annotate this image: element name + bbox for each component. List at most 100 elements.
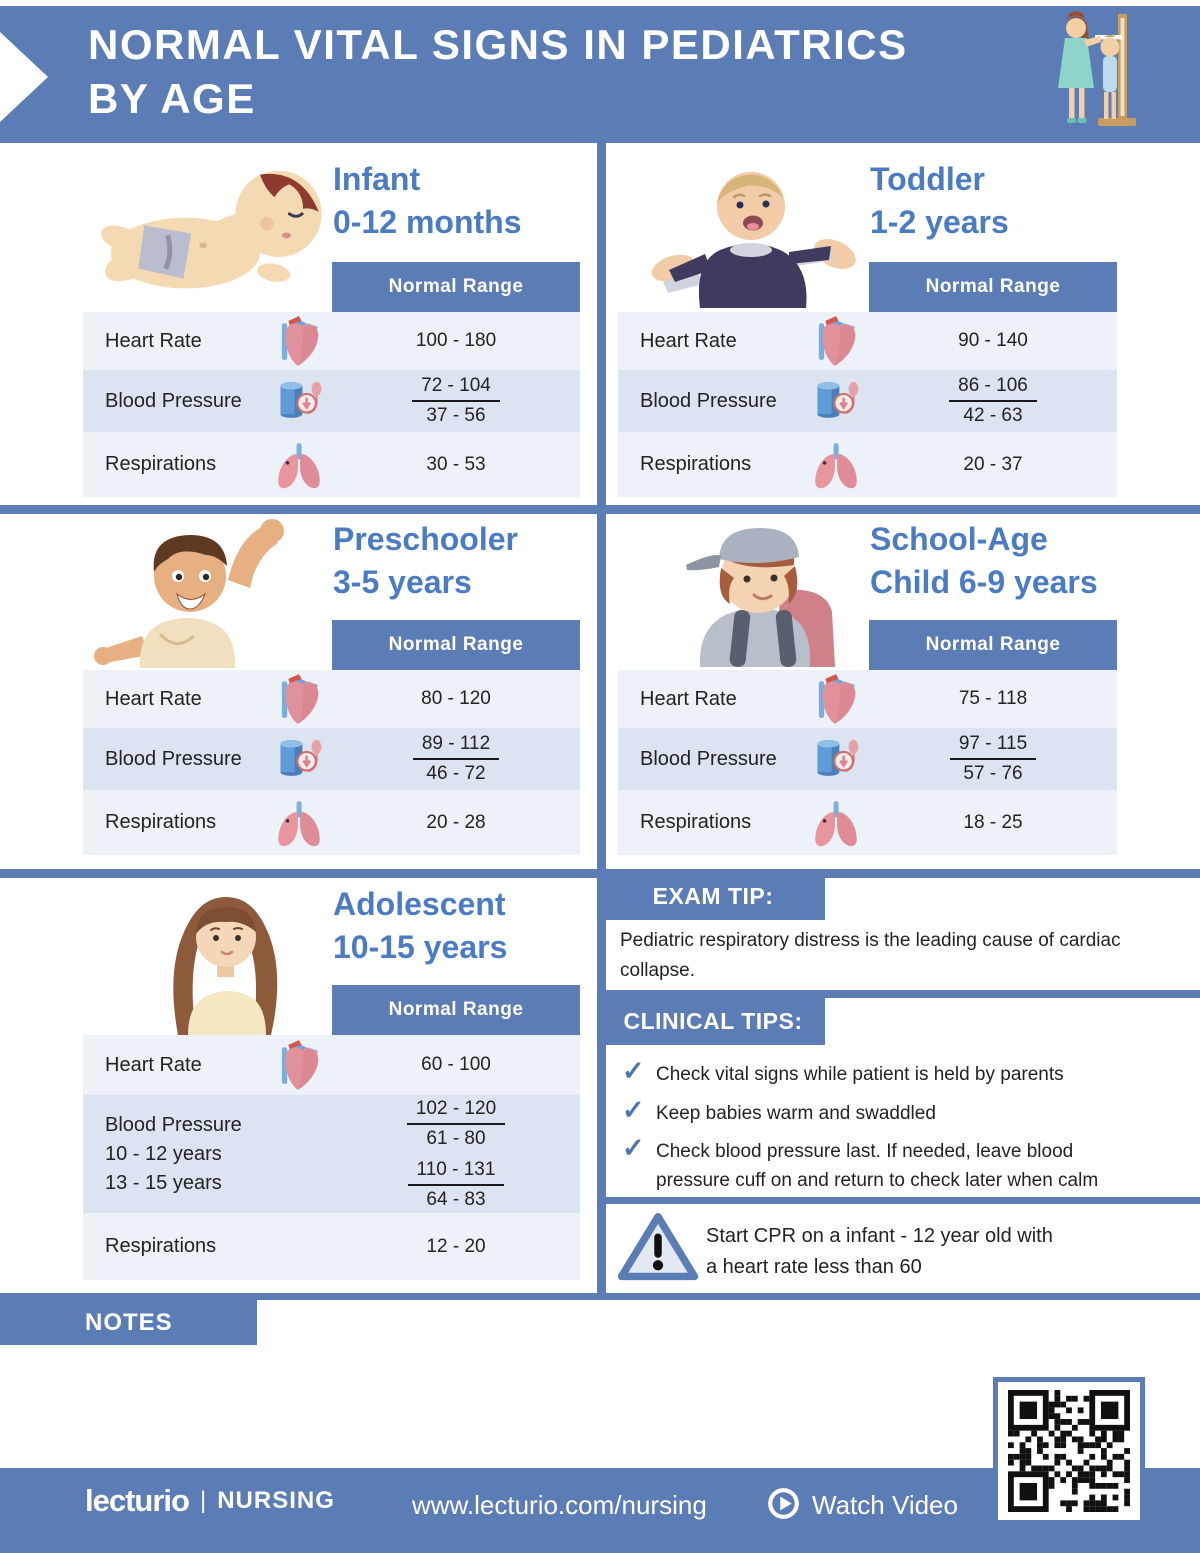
header-chevron-icon — [0, 32, 48, 122]
qr-code[interactable] — [993, 1377, 1145, 1525]
clinical-tip-item: Check blood pressure last. If needed, le… — [622, 1137, 1108, 1195]
lungs-icon — [266, 439, 332, 491]
tips-separator-2 — [600, 1197, 1200, 1204]
heart-rate-row: Heart Rate 60 - 100 — [83, 1035, 580, 1095]
blood-pressure-row: Blood Pressure 72 - 104 37 - 56 — [83, 370, 580, 432]
adolescent-vitals-table: Heart Rate 60 - 100 Blood Pressure 10 - … — [83, 1035, 580, 1280]
heart-icon — [803, 673, 869, 725]
blood-pressure-icon — [266, 375, 332, 427]
check-icon — [622, 1134, 645, 1163]
blood-pressure-label: Blood Pressure — [640, 389, 777, 412]
respirations-row: Respirations 12 - 20 — [83, 1213, 580, 1280]
lungs-icon — [803, 439, 869, 491]
check-icon — [622, 1057, 645, 1086]
page-title-line1: NORMAL VITAL SIGNS IN PEDIATRICS — [88, 21, 908, 68]
respirations-value: 12 - 20 — [426, 1235, 486, 1257]
heart-rate-label: Heart Rate — [105, 329, 202, 352]
adolescent-illustration — [130, 885, 320, 1035]
tips-separator-1 — [600, 990, 1200, 998]
bp-age-group-1-label: 10 - 12 years — [105, 1142, 222, 1165]
blood-pressure-value: 72 - 104 37 - 56 — [332, 375, 580, 427]
blood-pressure-icon — [266, 733, 332, 785]
nurse-measuring-child-illustration — [1048, 6, 1143, 131]
normal-range-header: Normal Range — [869, 620, 1117, 670]
blood-pressure-row: Blood Pressure 97 - 115 57 - 76 — [618, 728, 1117, 790]
bp-age-group-2-label: 13 - 15 years — [105, 1171, 222, 1194]
normal-range-header: Normal Range — [332, 985, 580, 1035]
heart-rate-row: Heart Rate 80 - 120 — [83, 670, 580, 728]
brand-divider: | — [199, 1487, 207, 1514]
horizontal-divider-1 — [0, 505, 1200, 514]
heart-rate-row: Heart Rate 90 - 140 — [618, 312, 1117, 370]
notes-heading: NOTES — [0, 1300, 257, 1345]
blood-pressure-value: 89 - 112 46 - 72 — [332, 733, 580, 785]
respirations-value: 20 - 37 — [963, 453, 1023, 475]
school-age-illustration — [658, 512, 873, 667]
preschooler-title: Preschooler 3-5 years — [333, 521, 518, 600]
exam-tip-heading: EXAM TIP: — [601, 873, 825, 920]
heart-rate-row: Heart Rate 100 - 180 — [83, 312, 580, 370]
lungs-icon — [803, 797, 869, 849]
page-title-line2: BY AGE — [88, 75, 256, 122]
respirations-label: Respirations — [105, 811, 217, 833]
heart-rate-value: 60 - 100 — [421, 1054, 491, 1075]
toddler-title: Toddler 1-2 years — [870, 161, 1009, 240]
respirations-row: Respirations 20 - 37 — [618, 432, 1117, 497]
preschooler-vitals-table: Heart Rate 80 - 120 Blood Pressure 89 - … — [83, 670, 580, 855]
heart-rate-label: Heart Rate — [105, 687, 202, 710]
heart-icon — [803, 315, 869, 367]
blood-pressure-icon — [803, 375, 869, 427]
brand-suffix: NURSING — [217, 1487, 335, 1514]
normal-range-header: Normal Range — [332, 262, 580, 312]
warning-text-line2: a heart rate less than 60 — [706, 1256, 922, 1278]
website-url[interactable]: www.lecturio.com/nursing — [412, 1490, 707, 1520]
respirations-value: 18 - 25 — [963, 811, 1023, 833]
respirations-row: Respirations 18 - 25 — [618, 790, 1117, 855]
respirations-value: 30 - 53 — [426, 453, 486, 475]
page-title: NORMAL VITAL SIGNS IN PEDIATRICS BY AGE — [88, 18, 908, 126]
infant-illustration — [85, 155, 325, 307]
heart-rate-label: Heart Rate — [105, 1053, 202, 1076]
play-icon[interactable] — [767, 1487, 800, 1520]
lecturio-logo: lecturio | NURSING — [85, 1483, 335, 1519]
school-age-vitals-table: Heart Rate 75 - 118 Blood Pressure 97 - … — [618, 670, 1117, 855]
heart-icon — [266, 1039, 332, 1091]
clinical-tip-item: Check vital signs while patient is held … — [622, 1060, 1176, 1089]
heart-rate-value: 100 - 180 — [415, 330, 497, 351]
toddler-illustration — [645, 158, 865, 308]
normal-range-header: Normal Range — [869, 262, 1117, 312]
school-age-title: School-Age Child 6-9 years — [870, 521, 1098, 600]
preschooler-illustration — [88, 518, 318, 668]
exam-tip-body: Pediatric respiratory distress is the le… — [620, 930, 1121, 981]
blood-pressure-value: 97 - 115 57 - 76 — [869, 733, 1117, 785]
blood-pressure-label: Blood Pressure 10 - 12 years 13 - 15 yea… — [83, 1111, 332, 1198]
blood-pressure-label: Blood Pressure — [105, 747, 242, 770]
blood-pressure-icon — [803, 733, 869, 785]
respirations-label: Respirations — [640, 453, 752, 475]
horizontal-divider-2 — [0, 869, 1200, 878]
check-icon — [622, 1096, 645, 1125]
blood-pressure-row: Blood Pressure 10 - 12 years 13 - 15 yea… — [83, 1095, 580, 1213]
heart-rate-row: Heart Rate 75 - 118 — [618, 670, 1117, 728]
heart-rate-label: Heart Rate — [640, 329, 737, 352]
respirations-label: Respirations — [105, 1235, 217, 1257]
blood-pressure-row: Blood Pressure 89 - 112 46 - 72 — [83, 728, 580, 790]
header-banner: NORMAL VITAL SIGNS IN PEDIATRICS BY AGE — [0, 6, 1200, 143]
heart-rate-value: 75 - 118 — [958, 688, 1028, 709]
respirations-row: Respirations 20 - 28 — [83, 790, 580, 855]
normal-range-header: Normal Range — [332, 620, 580, 670]
brand-wordmark: lecturio — [85, 1483, 190, 1518]
infant-title: Infant 0-12 months — [333, 161, 522, 240]
heart-icon — [266, 673, 332, 725]
warning-text-line1: Start CPR on a infant - 12 year old with — [706, 1225, 1053, 1247]
vertical-divider — [597, 143, 606, 1295]
heart-rate-value: 80 - 120 — [421, 688, 491, 709]
respirations-value: 20 - 28 — [426, 811, 486, 833]
respirations-label: Respirations — [640, 811, 752, 833]
heart-rate-label: Heart Rate — [640, 687, 737, 710]
heart-rate-value: 90 - 140 — [958, 330, 1028, 351]
blood-pressure-value: 102 - 120 61 - 80 110 - 131 64 - 83 — [332, 1098, 580, 1211]
watch-video-link[interactable]: Watch Video — [812, 1490, 958, 1520]
respirations-row: Respirations 30 - 53 — [83, 432, 580, 497]
